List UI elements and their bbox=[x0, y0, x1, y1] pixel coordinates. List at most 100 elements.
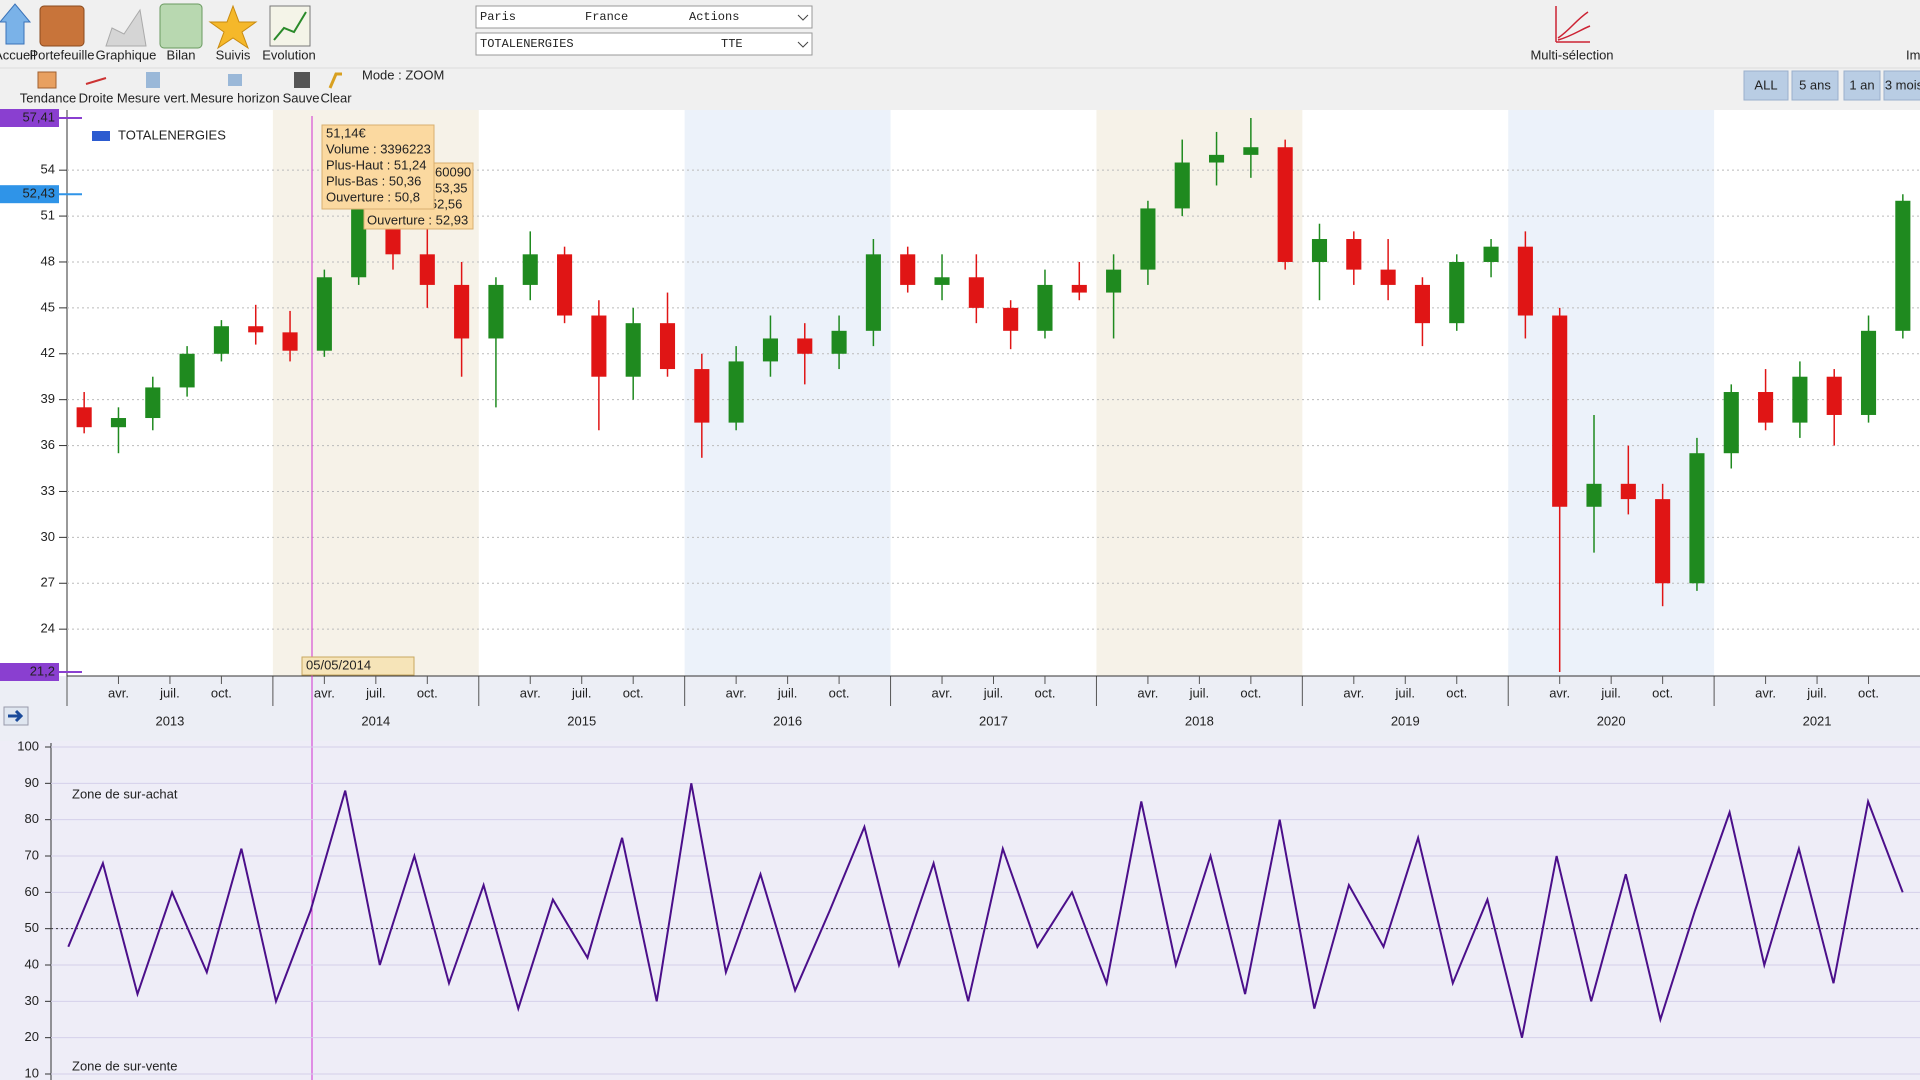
osc-y-tick-label: 70 bbox=[25, 847, 39, 862]
x-tick-label: juil. bbox=[571, 685, 592, 700]
x-tick-label: oct. bbox=[211, 685, 232, 700]
x-tick-label: avr. bbox=[1549, 685, 1570, 700]
candle-body bbox=[145, 387, 161, 419]
x-tick-label: avr. bbox=[932, 685, 953, 700]
evolution-icon bbox=[269, 5, 311, 47]
candle-body bbox=[1655, 499, 1671, 584]
candle-body bbox=[1586, 483, 1602, 507]
evolution-icon-line bbox=[273, 11, 307, 41]
range-button[interactable] bbox=[1743, 70, 1789, 101]
year-label: 2018 bbox=[1185, 713, 1214, 728]
nav-button[interactable]: Suivis bbox=[216, 47, 251, 62]
y-tick-label: 42 bbox=[41, 345, 55, 360]
watch-icon bbox=[208, 4, 258, 50]
y-tick-label: 33 bbox=[41, 483, 55, 498]
tooltip-line: Volume : 3396223 bbox=[326, 141, 431, 156]
crosshair-date: 05/05/2014 bbox=[306, 657, 371, 672]
nav-button[interactable]: Accueil bbox=[0, 47, 36, 62]
market-select[interactable] bbox=[475, 5, 813, 29]
price-marker bbox=[0, 663, 59, 681]
y-tick-label: 24 bbox=[41, 621, 55, 636]
candle-body bbox=[1380, 269, 1396, 285]
legend-label: TOTALENERGIES bbox=[118, 127, 226, 142]
x-tick-label: avr. bbox=[1755, 685, 1776, 700]
candle-body bbox=[591, 315, 607, 377]
nav-button[interactable]: Graphique bbox=[96, 47, 157, 62]
price-marker-label: 57,41 bbox=[22, 109, 55, 124]
price-marker bbox=[0, 185, 59, 204]
x-tick-label: avr. bbox=[108, 685, 129, 700]
candle-body bbox=[625, 323, 641, 377]
range-button[interactable] bbox=[1791, 70, 1839, 101]
tool-button[interactable]: Sauve bbox=[283, 90, 320, 105]
osc-y-tick-label: 80 bbox=[25, 811, 39, 826]
arrow-icon bbox=[8, 709, 24, 723]
candle-body bbox=[1106, 269, 1122, 293]
x-tick-label: juil. bbox=[777, 685, 798, 700]
stock-select[interactable] bbox=[475, 32, 813, 56]
candle-body bbox=[1826, 376, 1842, 415]
candle-body bbox=[659, 323, 676, 370]
x-tick-label: oct. bbox=[1652, 685, 1673, 700]
tool-button[interactable]: Clear bbox=[320, 90, 352, 105]
year-band bbox=[1096, 110, 1303, 676]
candle-body bbox=[1243, 147, 1259, 155]
candle-body bbox=[694, 369, 710, 423]
nav-button[interactable]: Bilan bbox=[167, 47, 196, 62]
nav-button[interactable]: Evolution bbox=[262, 47, 315, 62]
legend-swatch bbox=[92, 131, 110, 141]
candle-body bbox=[934, 277, 950, 285]
year-label: 2017 bbox=[979, 713, 1008, 728]
x-tick-label: juil. bbox=[365, 685, 386, 700]
x-tick-label: oct. bbox=[1858, 685, 1879, 700]
tooltip bbox=[321, 124, 435, 210]
candle-body bbox=[1071, 284, 1087, 293]
candle-body bbox=[213, 326, 229, 354]
y-tick-label: 54 bbox=[41, 162, 55, 177]
candle-body bbox=[76, 407, 92, 428]
year-label: 2020 bbox=[1597, 713, 1626, 728]
osc-y-tick-label: 40 bbox=[25, 956, 39, 971]
tool-button[interactable]: Droite bbox=[79, 90, 114, 105]
y-tick-label: 48 bbox=[41, 253, 55, 268]
candle-body bbox=[557, 254, 573, 316]
osc-y-tick-label: 50 bbox=[25, 920, 39, 935]
candle-body bbox=[1860, 330, 1877, 415]
home-icon bbox=[0, 3, 32, 45]
range-label[interactable]: 5 ans bbox=[1799, 77, 1831, 92]
candle-body bbox=[1792, 376, 1808, 423]
range-label[interactable]: 3 mois bbox=[1885, 77, 1920, 92]
chart-icon bbox=[105, 8, 147, 47]
range-label[interactable]: 1 an bbox=[1849, 77, 1874, 92]
tooltip-behind-line: Ouverture : 52,93 bbox=[367, 212, 468, 227]
tool-button[interactable]: Mesure horizon bbox=[190, 90, 280, 105]
tool-button[interactable]: Mesure vert. bbox=[117, 90, 189, 105]
x-tick-label: oct. bbox=[829, 685, 850, 700]
price-marker-label: 52,43 bbox=[22, 186, 55, 201]
range-button[interactable] bbox=[1843, 70, 1881, 101]
tool-icon bbox=[328, 72, 342, 89]
year-label: 2015 bbox=[567, 713, 596, 728]
tool-button[interactable]: Tendance bbox=[20, 90, 76, 105]
range-button[interactable] bbox=[1883, 70, 1920, 101]
candle-body bbox=[1414, 284, 1430, 324]
selectors[interactable]: Paris France Actions TOTALENERGIES TTE bbox=[475, 5, 813, 56]
candle-body bbox=[488, 284, 504, 339]
cut-button[interactable]: Im bbox=[1906, 47, 1920, 62]
candle-body bbox=[1723, 392, 1739, 454]
osc-y-tick-label: 30 bbox=[25, 993, 39, 1008]
candle-body bbox=[1552, 315, 1568, 507]
nav-button[interactable]: Portefeuille bbox=[29, 47, 94, 62]
candle-body bbox=[248, 326, 264, 333]
candle-body bbox=[1517, 246, 1533, 316]
tool-icon bbox=[37, 71, 57, 89]
x-tick-label: juil. bbox=[1395, 685, 1416, 700]
tool-icon bbox=[85, 77, 107, 85]
candle-body bbox=[1346, 239, 1362, 270]
price-marker-label: 21,2 bbox=[30, 663, 55, 678]
year-band bbox=[1508, 110, 1715, 676]
range-label[interactable]: ALL bbox=[1754, 77, 1777, 92]
multi-selection-button[interactable]: Multi-sélection bbox=[1530, 47, 1613, 62]
year-label: 2021 bbox=[1803, 713, 1832, 728]
